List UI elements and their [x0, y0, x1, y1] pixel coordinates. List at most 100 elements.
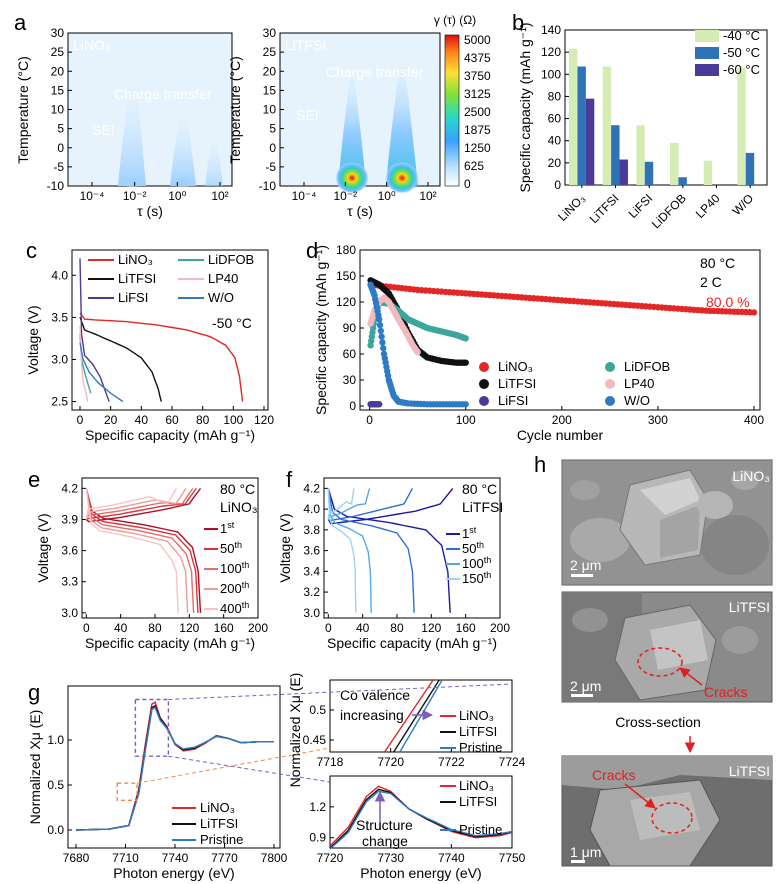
line-chart-c: 0 20 40 60 80 100 120 2.5 3.0 3.5 4.0 Specific capa… [25, 249, 274, 443]
bar [585, 98, 595, 185]
valence-annotation: increasing [340, 707, 404, 723]
bar [577, 66, 586, 185]
panel-label-h: h [534, 452, 546, 477]
heatmap-linO3-axes: -10 -5 0 5 10 15 20 25 30 10⁻⁴ 10⁻² 10⁰ 10² [47, 26, 229, 203]
y-tick-label: 10 [263, 103, 277, 117]
y-tick-label: -10 [259, 179, 277, 193]
scale-bar [571, 860, 585, 863]
electrolyte-annotation: LiNO₃ [220, 499, 258, 515]
y-tick-label: 3.2 [303, 585, 320, 599]
y-tick-label: 20 [51, 64, 65, 78]
y-tick-label: 3.6 [61, 544, 78, 558]
colorbar-tick-label: 1875 [464, 123, 491, 137]
x-tick-label: 100 [223, 413, 243, 427]
plot-frame [323, 477, 501, 619]
y-tick-label: 0 [349, 399, 356, 413]
heatmap-litfsi-ylabel: Temperature (°C) [227, 56, 243, 164]
plot-frame [329, 679, 513, 753]
x-tick-label: 7722 [438, 755, 465, 769]
legend-superscript: th [242, 580, 250, 590]
category-label: LiTFSI [587, 191, 622, 226]
bar [670, 142, 679, 185]
y-axis-label: Voltage (V) [277, 513, 293, 582]
y-tick-label: 3.0 [51, 352, 68, 366]
legend-label: LiTFSI [498, 376, 536, 391]
legend-superscript: th [476, 540, 484, 550]
data-point [380, 345, 387, 352]
colorbar-tick-label: 3750 [464, 69, 491, 83]
y-tick-label: -5 [53, 160, 64, 174]
legend-swatch [695, 47, 719, 59]
annotation-sei: SEI [92, 122, 115, 138]
category-label: LiDFOB [649, 191, 689, 231]
y-tick-label: 0.45 [303, 733, 327, 747]
legend-superscript: th [484, 570, 492, 580]
data-point [376, 401, 383, 408]
temperature-annotation: -50 °C [212, 315, 252, 331]
charge-curve [327, 488, 371, 520]
y-axis-label: Normalized Xμ (E) [27, 710, 43, 825]
sem-bot-scale: 1 μm [570, 844, 601, 860]
y-tick-label: 140 [541, 23, 561, 37]
legend-cycle: 100 [462, 556, 484, 571]
legend-label: 50th [462, 540, 484, 556]
sem-bot-label: LiTFSI [729, 763, 770, 779]
y-tick-label: 0 [57, 141, 64, 155]
bar [602, 66, 612, 185]
electrolyte-annotation: LiTFSI [462, 499, 503, 515]
y-tick-label: -5 [265, 160, 276, 174]
zoom-box-purple [134, 698, 170, 757]
legend-superscript: th [234, 540, 242, 550]
legend-label: LiFSI [118, 290, 148, 305]
y-tick-label: 15 [51, 83, 65, 97]
legend-label: LiTFSI [200, 816, 238, 831]
data-point [462, 359, 469, 366]
legend-label: LiNO₃ [459, 708, 494, 723]
x-tick-label: 10² [419, 189, 436, 203]
y-tick-label: 3.3 [61, 575, 78, 589]
y-tick-label: 120 [541, 45, 561, 59]
data-point [750, 309, 758, 316]
panel-label-f: f [286, 467, 293, 492]
legend-swatch [695, 64, 719, 76]
y-tick-label: 4.0 [303, 502, 320, 516]
legend-cycle: 1 [220, 521, 227, 536]
y-tick-label: 4.0 [51, 268, 68, 282]
bar [737, 67, 746, 185]
legend-label: Pristine [200, 832, 243, 847]
bar [569, 48, 578, 186]
legend-label: LiTFSI [118, 271, 156, 286]
legend-label: -40 °C [723, 28, 760, 43]
charge-curve [85, 488, 178, 520]
data-point [376, 321, 384, 329]
legend-superscript: th [242, 600, 250, 610]
scatter-chart-d: 0 100 200 300 400 0 30 60 90 120 150 180 Cycle numbe… [313, 243, 764, 443]
y-tick-label: 1.0 [47, 733, 64, 747]
legend-label: Pristine [459, 822, 502, 837]
x-tick-label: 7718 [317, 755, 344, 769]
series-line [79, 258, 110, 402]
discharge-curve [327, 488, 357, 613]
legend-label: LiFSI [498, 393, 528, 408]
y-tick-label: 0.9 [309, 831, 326, 845]
y-tick-label: 3.0 [61, 606, 78, 620]
x-tick-label: 10⁰ [378, 189, 396, 203]
annotation-charge-transfer: Charge transfer [114, 86, 212, 102]
condition-annotation: 2 C [700, 274, 722, 290]
heatmap-litfsi: LiTFSI Charge transfer SEI [279, 32, 441, 194]
y-axis-label: Specific capacity (mAh g⁻¹) [313, 245, 329, 415]
y-tick-label: 1.2 [309, 800, 326, 814]
y-tick-label: 4.2 [303, 481, 320, 495]
plot-frame [67, 685, 281, 849]
x-tick-label: 0 [77, 413, 84, 427]
discharge-curve [327, 488, 415, 613]
y-tick-label: 3.9 [61, 512, 78, 526]
bar [619, 159, 628, 185]
legend-superscript: th [242, 560, 250, 570]
colorbar-tick-label: 5000 [464, 33, 491, 47]
legend-superscript: st [469, 525, 477, 535]
y-tick-label: -10 [47, 179, 65, 193]
y-tick-label: 20 [548, 156, 562, 170]
x-tick-label: 80 [196, 413, 210, 427]
